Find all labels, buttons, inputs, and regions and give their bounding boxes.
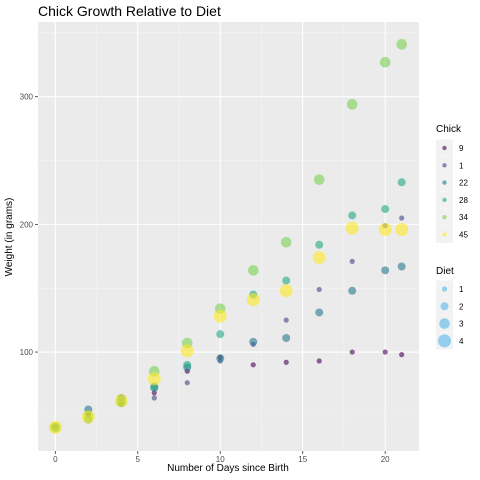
x-axis-title: Number of Days since Birth <box>167 463 289 474</box>
point-chick-34 <box>396 39 407 50</box>
point-chick-28 <box>315 240 324 249</box>
x-tick-label: 5 <box>136 455 141 464</box>
point-chick-9 <box>250 362 256 368</box>
legend-key-chick-22 <box>442 180 447 185</box>
point-chick-9 <box>349 349 355 355</box>
y-tick-label: 100 <box>20 348 34 357</box>
legend-label-diet: 4 <box>459 337 464 346</box>
point-chick-9 <box>283 359 289 365</box>
point-chick-22 <box>216 354 225 363</box>
legend-key-chick-9 <box>442 145 447 151</box>
point-chick-22 <box>282 334 291 343</box>
legend-label-chick: 45 <box>459 231 468 240</box>
y-axis: 100 200 300 <box>20 93 38 357</box>
y-tick-label: 300 <box>20 93 34 102</box>
point-chick-45 <box>378 222 392 236</box>
legend-chick: Chick 9 1 22 28 34 45 <box>436 124 468 243</box>
legend-label-chick: 9 <box>459 144 464 153</box>
legend-label-chick: 1 <box>459 161 464 170</box>
point-chick-1 <box>316 286 322 293</box>
legend-key-chick-28 <box>442 197 447 203</box>
y-tick-label: 200 <box>20 220 34 229</box>
point-chick-1 <box>399 215 405 221</box>
plot-panel <box>38 22 419 451</box>
legend-diet: Diet 1 2 3 4 <box>436 266 464 350</box>
legend-key-diet-1 <box>441 286 448 292</box>
point-chick-45 <box>114 394 128 408</box>
grid-major <box>38 22 419 451</box>
point-chick-34 <box>346 99 358 110</box>
point-chick-45 <box>180 344 194 358</box>
x-axis: 0 5 10 15 20 <box>53 451 390 464</box>
y-axis-title: Weight (in grams) <box>4 198 15 277</box>
point-chick-1 <box>151 395 157 401</box>
x-tick-label: 10 <box>216 455 225 464</box>
point-chick-1 <box>184 380 190 386</box>
point-chick-34 <box>379 56 391 68</box>
point-chick-28 <box>397 178 406 187</box>
point-chick-22 <box>348 286 357 295</box>
legend-key-diet-4 <box>438 334 451 348</box>
point-chick-9 <box>382 349 388 355</box>
point-chick-1 <box>349 258 355 264</box>
point-chick-28 <box>348 211 357 220</box>
legend-key-chick-1 <box>442 163 447 168</box>
legend-key-diet-2 <box>440 302 449 311</box>
point-chick-45 <box>213 309 227 323</box>
point-chick-28 <box>183 360 192 369</box>
legend-label-chick: 34 <box>459 213 468 222</box>
legend-chick-title: Chick <box>436 124 462 135</box>
point-chick-34 <box>313 174 325 185</box>
point-chick-1 <box>283 317 289 323</box>
point-chick-45 <box>279 284 293 298</box>
point-chick-22 <box>397 262 406 271</box>
point-chick-22 <box>249 337 258 346</box>
data-points <box>48 39 409 434</box>
point-chick-9 <box>316 358 322 364</box>
point-chick-9 <box>399 352 405 358</box>
point-chick-45 <box>48 420 62 434</box>
legend-key-chick-34 <box>442 215 447 220</box>
point-chick-28 <box>381 205 390 214</box>
legend-label-chick: 22 <box>459 179 468 188</box>
legend-label-diet: 1 <box>459 285 464 294</box>
point-chick-45 <box>81 410 95 424</box>
point-chick-45 <box>345 221 359 235</box>
point-chick-9 <box>151 390 157 396</box>
point-chick-45 <box>312 251 326 265</box>
chart-title: Chick Growth Relative to Diet <box>38 3 221 19</box>
point-chick-22 <box>381 266 390 275</box>
x-tick-label: 15 <box>298 455 307 464</box>
legend-key-diet-3 <box>439 318 450 329</box>
point-chick-34 <box>247 265 259 276</box>
point-chick-34 <box>280 236 292 248</box>
legend-key-chick-45 <box>442 232 447 237</box>
legend-label-chick: 28 <box>459 196 468 205</box>
legend-diet-title: Diet <box>436 266 454 277</box>
point-chick-28 <box>216 330 225 339</box>
point-chick-28 <box>282 276 291 285</box>
grid-minor <box>38 22 419 451</box>
point-chick-22 <box>315 308 324 317</box>
legend-label-diet: 3 <box>459 320 464 329</box>
point-chick-45 <box>147 372 161 386</box>
legend-label-diet: 2 <box>459 302 464 311</box>
x-tick-label: 20 <box>381 455 390 464</box>
point-chick-45 <box>395 222 409 236</box>
x-tick-label: 0 <box>53 455 58 464</box>
point-chick-45 <box>246 293 260 307</box>
